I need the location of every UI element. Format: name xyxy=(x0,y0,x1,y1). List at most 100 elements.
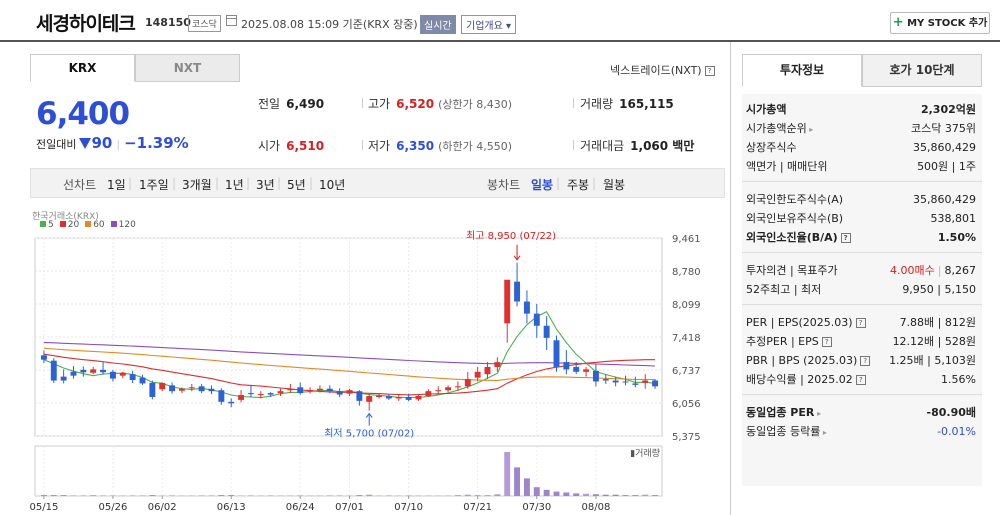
y-tick-label: 9,461 xyxy=(672,234,701,245)
y-tick-label: 6,737 xyxy=(672,366,701,377)
info-label: 배당수익률 | 2025.02? xyxy=(746,370,866,389)
divider: | xyxy=(277,176,282,190)
candle-body xyxy=(543,325,550,338)
candle-body xyxy=(445,387,452,391)
volume-bar xyxy=(40,495,47,496)
volume-bar xyxy=(632,495,639,496)
candle-body xyxy=(642,380,649,383)
period-10y[interactable]: 10년 xyxy=(319,178,346,192)
corp-info-label: 기업개요 xyxy=(466,21,503,32)
stat-value: 1,060 백만 xyxy=(630,139,695,153)
help-icon[interactable]: ? xyxy=(821,337,832,347)
candle xyxy=(573,362,580,375)
stock-chart[interactable]: 9,461 8,780 8,099 7,418 6,737 6,056 5,375 05/15… xyxy=(30,228,730,515)
investment-info-table: 시가총액 2,302억원 시가총액순위 ▸ 코스닥 375위 상장주식수 35,860,4… xyxy=(742,94,982,486)
volume-bar xyxy=(228,495,235,496)
tab-investment-info[interactable]: 투자정보 xyxy=(742,54,862,87)
period-5y[interactable]: 5년 xyxy=(287,178,306,192)
candle xyxy=(602,374,609,384)
candle-body xyxy=(257,394,264,396)
candle-body xyxy=(385,396,392,399)
candle xyxy=(474,366,481,382)
info-row[interactable]: 동일업종 등락률 ▸ -0.01% xyxy=(742,422,982,441)
candle xyxy=(622,375,629,386)
candle-body xyxy=(454,386,461,388)
candle-body xyxy=(336,391,343,395)
volume-bar xyxy=(356,495,363,496)
candle-body xyxy=(277,391,284,394)
info-label: 외국인소진율(B/A)? xyxy=(746,228,851,247)
volume-bar xyxy=(514,467,521,496)
help-icon[interactable]: ? xyxy=(855,318,866,328)
y-tick-label: 7,418 xyxy=(672,333,701,344)
quote-datetime: 2025.08.08 15:09 기준(KRX 장중) xyxy=(241,18,418,31)
prev-compare-label: 전일대비 xyxy=(36,138,77,151)
candle xyxy=(612,376,619,387)
high-annotation: 최고 8,950 (07/22) xyxy=(466,230,556,242)
info-label: PBR | BPS (2025.03)? xyxy=(746,351,871,370)
exchange-tabs: KRX NXT xyxy=(30,54,240,82)
candle xyxy=(119,371,126,379)
period-3m[interactable]: 3개월 xyxy=(182,178,212,192)
volume-bar xyxy=(454,495,461,496)
tab-krx[interactable]: KRX xyxy=(30,54,135,82)
stat-label: 전일 xyxy=(258,97,281,111)
candle-weekly[interactable]: 주봉 xyxy=(567,178,590,192)
stock-name: 세경하이테크 xyxy=(36,13,136,35)
candle xyxy=(494,357,501,372)
help-icon[interactable]: ? xyxy=(704,66,715,76)
stat-high: 고가 6,520 (상한가 8,430) xyxy=(368,95,512,112)
help-icon[interactable]: ? xyxy=(840,233,851,243)
candle-body xyxy=(346,390,353,394)
info-value: 9,950 | 5,150 xyxy=(902,283,976,296)
info-row: 외국인보유주식수(B) 538,801 xyxy=(742,209,982,228)
candle-daily[interactable]: 일봉 xyxy=(531,178,554,192)
period-1d[interactable]: 1일 xyxy=(107,178,126,192)
ma-swatch xyxy=(110,221,117,227)
candle-body xyxy=(602,379,609,381)
info-label: 52주최고 | 최저 xyxy=(746,283,822,296)
candle-monthly[interactable]: 월봉 xyxy=(603,178,626,192)
info-row[interactable]: 동일업종 PER ▸ -80.90배 xyxy=(742,403,982,422)
stat-prev-close: 전일 6,490 xyxy=(258,95,324,112)
opinion-value: 4.00매수 xyxy=(890,264,935,277)
candle-body xyxy=(50,360,57,381)
chart-svg: 9,461 8,780 8,099 7,418 6,737 6,056 5,375 05/15… xyxy=(30,230,701,513)
high-arrow-head xyxy=(513,255,521,261)
help-icon[interactable]: ? xyxy=(860,356,871,366)
my-stock-label: MY STOCK 추가 xyxy=(907,18,988,29)
candle-body xyxy=(109,371,116,379)
corp-info-button[interactable]: 기업개요 ▾ xyxy=(461,15,517,34)
candle-body xyxy=(100,369,107,373)
tab-nxt[interactable]: NXT xyxy=(135,54,240,82)
stat-value: 6,510 xyxy=(286,139,325,153)
info-label: 액면가 | 매매단위 xyxy=(746,160,828,173)
period-1w[interactable]: 1주일 xyxy=(139,178,169,192)
candle-body xyxy=(592,370,599,382)
info-value: -80.90배 xyxy=(926,406,976,419)
volume-bar xyxy=(602,494,609,496)
low-annotation: 최저 5,700 (07/02) xyxy=(324,428,414,440)
info-row: 배당수익률 | 2025.02? 1.56% xyxy=(742,370,982,389)
target-price-value: 8,267 xyxy=(944,264,977,277)
my-stock-button[interactable]: + MY STOCK 추가 xyxy=(890,12,990,34)
candle-body xyxy=(494,362,501,367)
info-row[interactable]: 시가총액순위 ▸ 코스닥 375위 xyxy=(742,119,982,138)
stat-value: 6,490 xyxy=(286,97,325,111)
tab-hoga[interactable]: 호가 10단계 xyxy=(862,54,982,87)
period-3y[interactable]: 3년 xyxy=(256,178,275,192)
section-divider xyxy=(742,304,982,313)
help-icon[interactable]: ? xyxy=(855,375,866,385)
quote-panel: KRX NXT 넥스트레이드(NXT)? 6,400 전일대비 90 | −1.39%… xyxy=(0,42,730,515)
candle-body xyxy=(208,388,215,392)
volume-bar xyxy=(149,495,156,496)
candle xyxy=(385,394,392,400)
candle-body xyxy=(119,372,126,376)
nxt-link[interactable]: 넥스트레이드(NXT)? xyxy=(610,62,715,78)
x-tick-label: 07/10 xyxy=(394,502,423,513)
realtime-badge[interactable]: 실시간 xyxy=(420,15,456,34)
period-1y[interactable]: 1년 xyxy=(225,178,244,192)
candle-body xyxy=(435,390,442,392)
candle xyxy=(297,382,304,395)
info-value: 500원 | 1주 xyxy=(917,160,976,173)
